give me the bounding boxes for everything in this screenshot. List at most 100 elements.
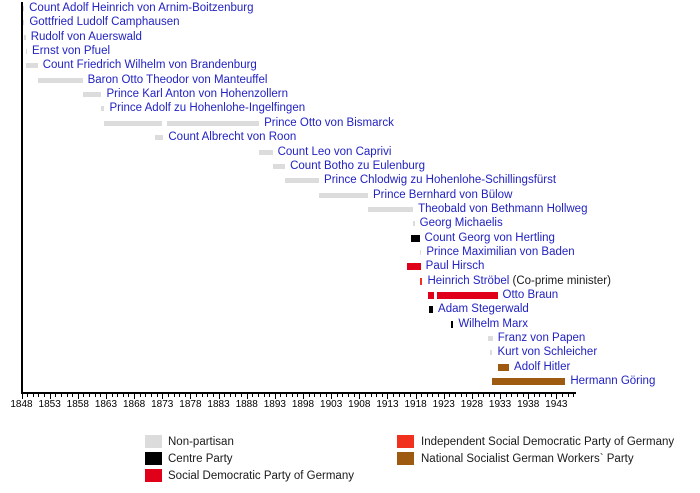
minister-name-label: Hermann Göring [570,375,655,387]
minister-name: Prince Karl Anton von Hohenzollern [106,88,288,101]
x-axis-minor-tick [398,393,400,397]
x-axis-major-tick [246,393,248,399]
x-axis-minor-tick [38,393,40,397]
x-axis-minor-tick [376,393,378,397]
minister-name-label: Theobald von Bethmann Hollweg [418,203,587,215]
x-axis-minor-tick [466,393,468,397]
minister-name: Prince Maximilian von Baden [426,245,575,258]
x-axis-minor-tick [353,393,355,397]
minister-name: Adolf Hitler [514,360,571,373]
x-axis-major-tick [415,393,417,399]
x-axis-major-tick [134,393,136,399]
minister-name-label: Adam Stegerwald [438,303,529,315]
x-axis-minor-tick [196,393,198,397]
minister-name: Ernst von Pfuel [32,45,111,58]
term-bar [37,77,83,83]
x-axis-minor-tick [60,393,62,397]
x-axis-tick-label: 1918 [404,399,427,410]
legend-swatch-nsdap [397,452,414,465]
term-bar [285,178,320,184]
term-bar [490,350,493,356]
minister-name-suffix: (Co-prime minister) [509,274,611,287]
x-axis-tick-label: 1878 [179,399,202,410]
x-axis-tick-label: 1928 [460,399,484,410]
x-axis-minor-tick [252,393,254,397]
x-axis-major-tick [359,393,361,399]
x-axis-minor-tick [455,393,456,397]
term-bar [492,378,566,386]
x-axis-minor-tick [426,393,428,397]
minister-name-label: Prince Maximilian von Baden [426,246,574,258]
term-bar [413,221,415,227]
x-axis-major-tick [443,393,445,399]
minister-name: Georg Michaelis [419,217,503,230]
x-axis-minor-tick [314,393,316,397]
x-axis-minor-tick [483,393,485,397]
x-axis-tick-label: 1853 [38,399,61,410]
minister-name: Count Leo von Caprivi [277,145,392,158]
x-axis-major-tick [105,393,107,399]
x-axis-minor-tick [269,393,271,397]
x-axis-minor-tick [167,393,169,397]
x-axis-minor-tick [212,393,214,397]
minister-name-label: Adolf Hitler [514,361,570,373]
x-axis-major-tick [303,393,304,399]
minister-name: Count Albrecht von Roon [168,131,297,144]
x-axis-tick-label: 1908 [348,399,371,410]
x-axis-minor-tick [100,393,102,397]
x-axis-minor-tick [94,393,96,397]
x-axis-tick-label: 1858 [66,399,89,410]
x-axis-minor-tick [404,393,406,397]
x-axis-minor-tick [27,393,29,397]
x-axis-minor-tick [128,393,130,397]
x-axis-tick-label: 1903 [320,399,343,410]
minister-name-label: Prince Karl Anton von Hohenzollern [106,88,288,100]
minister-name: Kurt von Schleicher [497,346,598,359]
legend-label-np: Non-partisan [168,436,234,448]
x-axis-minor-tick [393,393,395,397]
x-axis-minor-tick [66,393,68,397]
minister-name-label: Georg Michaelis [420,217,503,229]
minister-name: Theobald von Bethmann Hollweg [418,202,588,215]
x-axis-minor-tick [173,393,175,397]
legend-swatch-np [145,435,162,448]
minister-name-label: Count Botho zu Eulenburg [290,160,425,172]
minister-name-label: Paul Hirsch [426,260,485,272]
x-axis-tick-label: 1873 [151,399,174,410]
x-axis-tick-label: 1898 [291,399,315,410]
minister-name: Franz von Papen [497,332,586,345]
x-axis-minor-tick [241,393,243,397]
minister-name-label: Prince Adolf zu Hohenlohe-Ingelfingen [109,102,305,114]
x-axis-minor-tick [201,393,203,397]
term-bar [410,234,420,242]
legend-label-nsdap: National Socialist German Workers` Party [421,453,634,465]
term-bar [428,306,434,314]
x-axis-minor-tick [224,393,226,397]
x-axis-minor-tick [263,393,265,397]
x-axis-minor-tick [156,393,158,397]
term-bar [420,277,423,285]
term-bar [497,363,510,371]
y-axis-line [21,2,23,392]
term-bar [101,106,105,112]
x-axis-tick-label: 1888 [235,399,258,410]
x-axis-major-tick [218,393,220,399]
term-bar [25,49,28,55]
x-axis-minor-tick [488,393,490,397]
term-bar [155,135,164,141]
term-bar [272,163,286,169]
x-axis-minor-tick [179,393,181,397]
x-axis-minor-tick [207,393,209,397]
minister-name: Paul Hirsch [425,260,485,273]
legend-swatch-uspd [397,435,414,448]
minister-name-label: Prince Otto von Bismarck [264,117,394,129]
minister-name: Count Botho zu Eulenburg [290,159,425,172]
x-axis-minor-tick [44,393,46,397]
x-axis-minor-tick [505,393,507,397]
x-axis-major-tick [274,393,276,399]
x-axis-minor-tick [89,393,91,397]
x-axis-minor-tick [286,393,288,397]
x-axis-tick-label: 1923 [432,399,455,410]
x-axis-minor-tick [325,393,327,397]
